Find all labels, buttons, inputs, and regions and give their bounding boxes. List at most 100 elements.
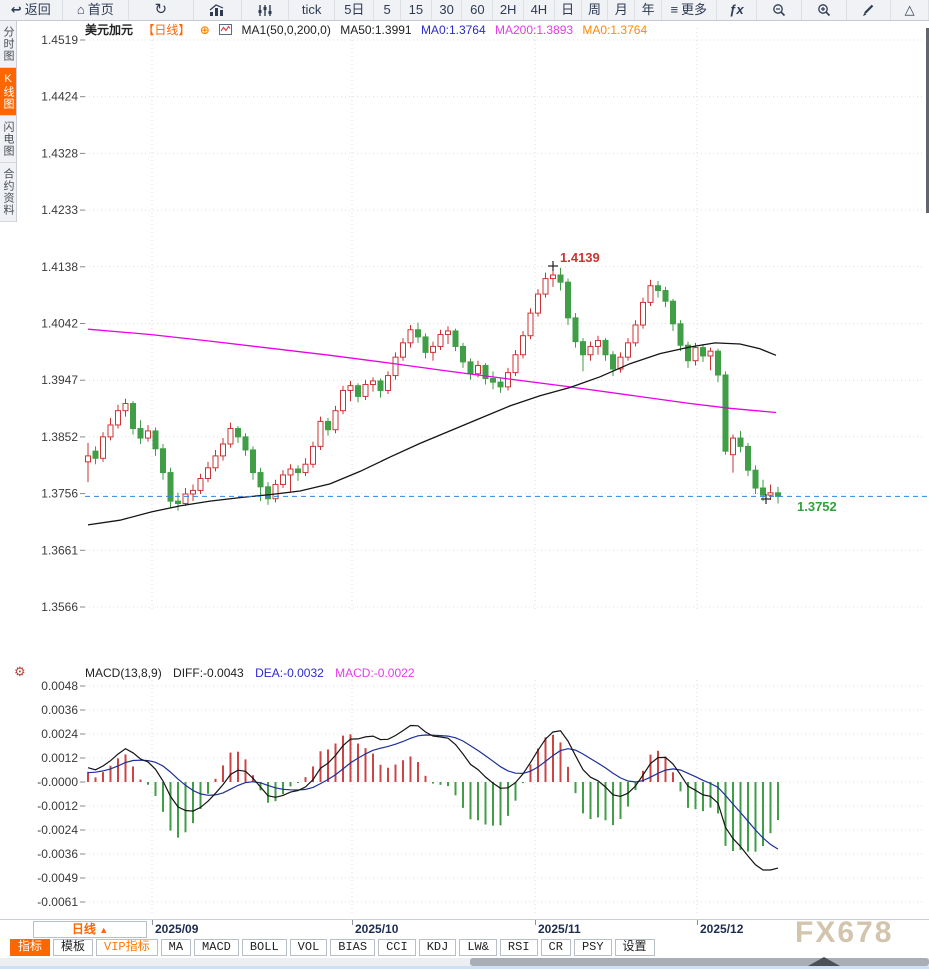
svg-text:1.3947: 1.3947 [41,373,78,387]
month-label: 2025/12 [700,922,744,936]
tab-settings[interactable]: 设置 [614,939,655,956]
macd-diff-value: DIFF:-0.0043 [173,666,244,680]
svg-text:-0.0024: -0.0024 [37,823,78,837]
month-label: 2025/10 [355,922,399,936]
ma0-fast-value: MA0:1.3764 [420,23,486,37]
tab-templates[interactable]: 模板 [53,939,94,956]
horizontal-scrollbar[interactable] [0,957,929,966]
period-tag: 【日线】 [142,23,191,37]
sidebar: 分时图 K线图 闪电图 合约资料 [0,21,17,222]
volume-style-button[interactable] [242,0,289,20]
tf-30[interactable]: 30 [432,0,463,20]
symbol-name: 美元加元 [85,23,134,37]
tf-60[interactable]: 60 [462,0,494,20]
tf-week[interactable]: 周 [582,0,609,20]
fx-indicator-button[interactable]: ƒx [717,0,758,20]
scrollbar-thumb[interactable] [470,958,929,966]
svg-text:-0.0036: -0.0036 [37,847,78,861]
tf-day[interactable]: 日 [555,0,582,20]
macd-params-label: MACD(13,8,9) [85,666,162,680]
chart-type-icon[interactable] [219,23,233,37]
tf-2h[interactable]: 2H [493,0,525,20]
collapse-panel-arrow-icon[interactable] [808,957,840,966]
tf-month[interactable]: 月 [608,0,636,20]
macd-dea-value: DEA:-0.0032 [255,666,324,680]
svg-text:1.3852: 1.3852 [41,430,78,444]
month-tick [352,920,353,925]
sidebar-item-contract-info[interactable]: 合约资料 [0,163,16,222]
zoom-out-button[interactable] [757,0,802,20]
bottom-strip [0,966,929,969]
svg-text:1.4042: 1.4042 [41,317,78,331]
month-tick [697,920,698,925]
more-button[interactable]: ≡ 更多 [662,0,717,20]
ma-settings-label: MA1(50,0,200,0) [241,23,331,37]
svg-text:1.3566: 1.3566 [41,600,78,614]
add-indicator-icon[interactable]: ⊕ [199,23,210,37]
tab-indicators[interactable]: 指标 [10,939,51,956]
tf-15[interactable]: 15 [401,0,432,20]
toolbar: ↩ 返回 ⌂ 首页 ↻ tick 5日 5 15 30 60 2H 4H 日周月年 ≡ 更多 ƒx △ [0,0,929,21]
svg-text:-0.0049: -0.0049 [37,871,78,885]
sidebar-item-time-chart[interactable]: 分时图 [0,21,16,68]
tab-rsi[interactable]: RSI [499,939,538,956]
zoom-in-button[interactable] [802,0,847,20]
tab-kdj[interactable]: KDJ [418,939,457,956]
tab-cr[interactable]: CR [540,939,571,956]
tab-boll[interactable]: BOLL [241,939,287,956]
svg-text:-0.0000: -0.0000 [37,775,78,789]
period-selector-arrow-icon: ▲ [99,925,109,935]
sidebar-item-lightning-chart[interactable]: 闪电图 [0,116,16,163]
macd-settings-icon[interactable]: ⚙ [14,664,26,679]
svg-text:0.0048: 0.0048 [41,679,78,693]
home-button[interactable]: ⌂ 首页 [63,0,130,20]
tf-4h[interactable]: 4H [524,0,555,20]
svg-text:1.4233: 1.4233 [41,203,78,217]
svg-text:-0.0012: -0.0012 [37,799,78,813]
tf-year[interactable]: 年 [635,0,662,20]
back-button[interactable]: ↩ 返回 [0,0,63,20]
tab-macd[interactable]: MACD [194,939,239,956]
tab-psy[interactable]: PSY [573,939,612,956]
bar-chart-button[interactable] [194,0,243,20]
svg-text:1.3752: 1.3752 [797,499,837,514]
tf-5day[interactable]: 5日 [335,0,375,20]
indicator-tab-bar: 指标 模板 VIP指标 MA MACD BOLL VOL BIAS CCI KDJ LW& RSI CR… [0,938,929,958]
macd-header: MACD(13,8,9) DIFF:-0.0043 DEA:-0.0032 MA… [85,666,423,681]
svg-text:1.3661: 1.3661 [41,543,78,557]
tab-bias[interactable]: BIAS [330,939,376,956]
price-chart[interactable]: 1.4519 1.4424 1.4328 1.4233 1.4138 1.4042 1.39… [0,0,929,918]
month-tick [535,920,536,925]
svg-text:0.0012: 0.0012 [41,751,78,765]
month-label: 2025/11 [538,922,581,936]
month-tick [152,920,153,925]
tf-5[interactable]: 5 [374,0,401,20]
svg-text:0.0024: 0.0024 [41,727,78,741]
svg-text:1.3756: 1.3756 [41,487,78,501]
svg-text:-0.0061: -0.0061 [37,895,78,909]
svg-text:0.0036: 0.0036 [41,703,78,717]
shapes-button[interactable]: △ [891,0,929,20]
sidebar-item-kline-chart[interactable]: K线图 [0,68,16,116]
ma200-value: MA200:1.3893 [495,23,574,37]
watermark: FX678 [795,916,894,949]
vertical-scrollbar[interactable] [926,28,929,213]
svg-text:1.4424: 1.4424 [41,90,78,104]
tf-tick[interactable]: tick [289,0,336,20]
svg-text:1.4139: 1.4139 [560,250,600,265]
tab-ma[interactable]: MA [160,939,192,956]
ma0-slow-value: MA0:1.3764 [582,23,648,37]
period-selector-label: 日线 [71,922,96,936]
tab-cci[interactable]: CCI [378,939,416,956]
ma50-value: MA50:1.3991 [340,23,412,37]
draw-button[interactable] [847,0,892,20]
tab-lw[interactable]: LW& [459,939,497,956]
period-selector-button[interactable]: 日线 ▲ [33,921,147,938]
x-axis-row: 日线 ▲ 2025/09 2025/10 2025/11 2025/12 [0,919,929,940]
chart-header: 美元加元 【日线】 ⊕ MA1(50,0,200,0) MA50:1.3991 … [85,22,653,38]
tab-vol[interactable]: VOL [289,939,328,956]
month-label: 2025/09 [155,922,199,936]
refresh-button[interactable]: ↻ [129,0,194,20]
tab-vip-indicators[interactable]: VIP指标 [96,939,158,956]
